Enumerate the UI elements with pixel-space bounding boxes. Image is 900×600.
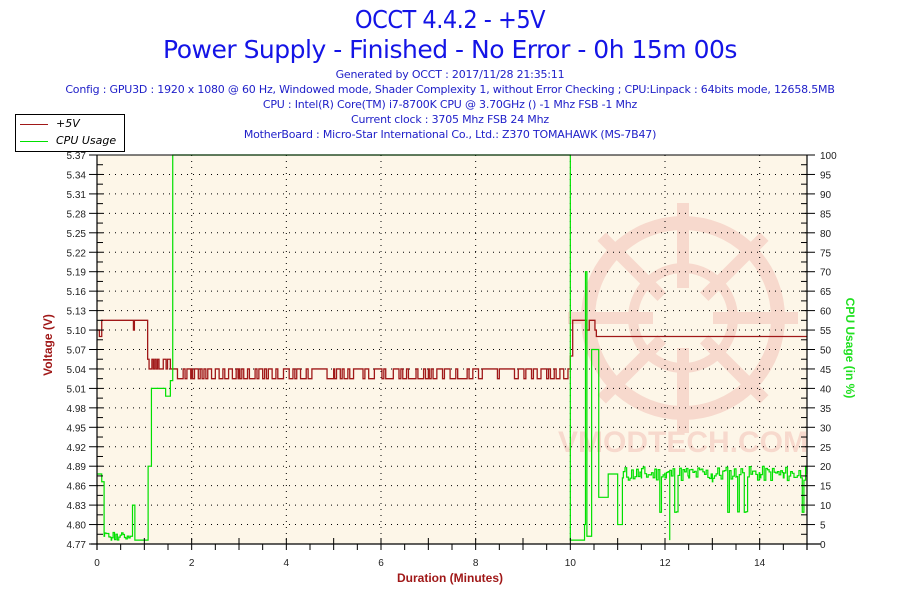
svg-text:4.83: 4.83 xyxy=(67,501,87,512)
plot-area xyxy=(97,155,807,544)
svg-text:35: 35 xyxy=(820,404,832,415)
cpu-line-swatch-icon xyxy=(20,141,48,142)
svg-text:100: 100 xyxy=(820,151,837,162)
svg-text:25: 25 xyxy=(820,443,832,454)
y-axis-right: 0 5 10 15 20 25 30 35 40 45 50 55 60 65 70 75 80 85 90 95 10… xyxy=(801,151,837,551)
svg-text:4.95: 4.95 xyxy=(67,423,87,434)
svg-text:5.28: 5.28 xyxy=(67,209,87,220)
svg-text:4.98: 4.98 xyxy=(67,404,87,415)
svg-text:10: 10 xyxy=(820,501,832,512)
svg-text:4.89: 4.89 xyxy=(67,462,87,473)
legend-label: +5V xyxy=(56,117,80,130)
svg-text:55: 55 xyxy=(820,326,832,337)
svg-text:5.10: 5.10 xyxy=(67,326,87,337)
svg-text:75: 75 xyxy=(820,248,832,259)
svg-text:5.01: 5.01 xyxy=(67,384,87,395)
info-config: Config : GPU3D : 1920 x 1080 @ 60 Hz, Wi… xyxy=(65,83,835,96)
svg-text:4.92: 4.92 xyxy=(67,443,87,454)
x-axis: 0 2 4 6 8 10 12 14 xyxy=(94,538,808,569)
svg-text:4.80: 4.80 xyxy=(67,521,87,532)
svg-text:65: 65 xyxy=(820,287,832,298)
svg-text:5.31: 5.31 xyxy=(67,190,87,201)
cpu-usage-series-line xyxy=(97,154,808,541)
svg-text:8: 8 xyxy=(473,558,479,569)
svg-text:4: 4 xyxy=(284,558,290,569)
svg-text:90: 90 xyxy=(820,190,832,201)
y-axis-left-title: Voltage (V) xyxy=(41,314,55,376)
svg-text:70: 70 xyxy=(820,268,832,279)
svg-text:VMODTECH.COM: VMODTECH.COM xyxy=(558,426,808,459)
svg-text:14: 14 xyxy=(754,558,766,569)
svg-text:85: 85 xyxy=(820,209,832,220)
svg-text:0: 0 xyxy=(820,540,826,551)
svg-text:6: 6 xyxy=(378,558,384,569)
svg-text:45: 45 xyxy=(820,365,832,376)
svg-text:5.34: 5.34 xyxy=(67,170,87,181)
svg-text:4.86: 4.86 xyxy=(67,482,87,493)
svg-text:5.07: 5.07 xyxy=(67,346,87,357)
svg-text:5.22: 5.22 xyxy=(67,248,87,259)
svg-text:5.04: 5.04 xyxy=(67,365,87,376)
watermark-logo-icon: VMODTECH.COM xyxy=(558,203,808,459)
svg-text:12: 12 xyxy=(659,558,671,569)
legend-item-voltage: +5V xyxy=(16,116,124,132)
svg-text:5.25: 5.25 xyxy=(67,229,87,240)
svg-text:10: 10 xyxy=(565,558,577,569)
voltage-series-line xyxy=(97,319,807,380)
svg-text:30: 30 xyxy=(820,423,832,434)
x-axis-title: Duration (Minutes) xyxy=(397,571,503,585)
chart-title: OCCT 4.4.2 - +5V xyxy=(354,5,546,34)
svg-text:50: 50 xyxy=(820,346,832,357)
info-cpu: CPU : Intel(R) Core(TM) i7-8700K CPU @ 3… xyxy=(262,98,638,111)
svg-text:5.19: 5.19 xyxy=(67,268,87,279)
svg-text:80: 80 xyxy=(820,229,832,240)
chart-subtitle: Power Supply - Finished - No Error - 0h … xyxy=(163,35,737,64)
svg-text:60: 60 xyxy=(820,307,832,318)
svg-text:20: 20 xyxy=(820,462,832,473)
svg-text:4.77: 4.77 xyxy=(67,540,87,551)
svg-text:40: 40 xyxy=(820,384,832,395)
svg-text:5.16: 5.16 xyxy=(67,287,87,298)
svg-text:95: 95 xyxy=(820,170,832,181)
svg-text:5.37: 5.37 xyxy=(67,151,87,162)
voltage-line-swatch-icon xyxy=(20,124,48,125)
svg-text:2: 2 xyxy=(189,558,195,569)
svg-text:5: 5 xyxy=(820,521,826,532)
legend-item-cpu: CPU Usage xyxy=(16,133,124,149)
info-motherboard: MotherBoard : Micro-Star International C… xyxy=(243,128,657,141)
y-axis-right-title: CPU Usage (in %) xyxy=(843,297,857,399)
legend: +5V CPU Usage xyxy=(15,114,125,152)
info-generated: Generated by OCCT : 2017/11/28 21:35:11 xyxy=(335,68,565,81)
svg-text:15: 15 xyxy=(820,482,832,493)
y-axis-left: 4.77 4.80 4.83 4.86 4.89 4.92 4.95 4.98 5.01 5.04… xyxy=(67,151,103,551)
info-clock: Current clock : 3705 Mhz FSB 24 Mhz xyxy=(351,113,549,126)
svg-text:5.13: 5.13 xyxy=(67,307,87,318)
legend-label: CPU Usage xyxy=(56,134,117,147)
svg-text:0: 0 xyxy=(94,558,100,569)
